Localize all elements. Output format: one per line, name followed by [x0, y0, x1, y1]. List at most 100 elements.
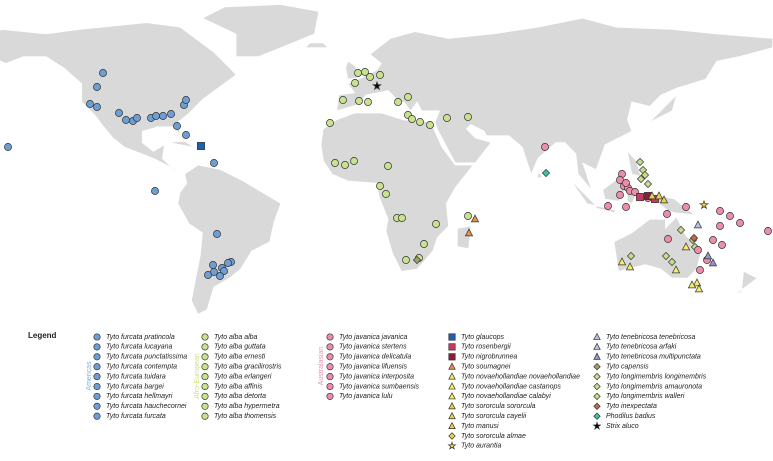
marker-circle — [115, 109, 123, 117]
marker-circle — [159, 112, 167, 120]
marker-circle — [664, 235, 672, 243]
marker-diamond — [689, 233, 699, 243]
marker-diamond — [593, 372, 601, 381]
legend-entry: Tyto furcata bargei — [106, 383, 164, 390]
marker-triangle — [625, 262, 635, 271]
marker-circle — [216, 272, 224, 280]
marker-circle — [182, 96, 190, 104]
marker-circle — [122, 116, 130, 124]
legend-entry: Tyto glaucops — [461, 334, 505, 341]
legend-entry: Tyto furcata furcata — [106, 413, 166, 420]
marker-circle — [93, 103, 101, 111]
legend-entry: Tyto javanica stertens — [339, 344, 407, 351]
marker-diamond — [541, 168, 551, 178]
marker-diamond — [593, 392, 601, 401]
marker-triangle — [708, 258, 718, 267]
legend-entry: Tyto alba affinis — [214, 383, 263, 390]
marker-circle — [326, 353, 334, 361]
marker-circle — [694, 246, 702, 254]
marker-diamond — [676, 225, 686, 235]
legend-entry: Tyto furcata contempta — [106, 364, 177, 371]
marker-circle — [355, 97, 363, 105]
marker-circle — [716, 207, 724, 215]
legend-entry: Tyto novaehollandiae castanops — [461, 383, 561, 390]
marker-diamond — [643, 179, 653, 189]
legend-entry: Tyto sororcula cayelii — [461, 413, 527, 420]
marker-circle — [93, 412, 101, 420]
legend-entry: Tyto rosenbergii — [461, 344, 511, 351]
marker-star — [592, 421, 602, 431]
marker-diamond — [412, 255, 422, 265]
legend-entry: Tyto furcata punctatissima — [106, 354, 187, 361]
marker-circle — [201, 363, 209, 371]
marker-triangle — [448, 402, 456, 410]
marker-square — [636, 193, 644, 201]
legend-entry: Tyto javanica javanica — [339, 334, 407, 341]
marker-triangle — [448, 411, 456, 420]
legend-entry: Tyto furcata tuidara — [106, 373, 166, 380]
landmass — [732, 270, 758, 297]
marker-triangle — [654, 191, 664, 200]
marker-circle — [404, 93, 412, 101]
marker-circle — [213, 230, 221, 238]
marker-circle — [376, 71, 384, 79]
marker-circle — [209, 261, 217, 269]
landmass — [336, 17, 773, 191]
marker-circle — [464, 113, 472, 121]
marker-circle — [86, 100, 94, 108]
marker-circle — [201, 333, 209, 341]
marker-circle — [326, 392, 334, 400]
marker-circle — [696, 266, 704, 274]
legend-entry: Strix aluco — [606, 423, 639, 430]
marker-diamond — [593, 402, 601, 410]
legend-entry: Tyto alba erlangeri — [214, 373, 272, 380]
marker-diamond — [661, 251, 671, 261]
legend-entry: Tyto tenebricosa multipunctata — [606, 354, 701, 361]
marker-diamond — [635, 157, 645, 167]
marker-circle — [726, 212, 734, 220]
marker-circle — [622, 203, 630, 211]
marker-triangle — [464, 228, 474, 237]
marker-diamond — [667, 257, 677, 267]
group-label: Afro-European — [194, 353, 201, 399]
marker-circle — [331, 159, 339, 167]
landmass — [571, 180, 598, 207]
marker-circle — [201, 343, 209, 351]
legend-entry: Tyto manusi — [461, 423, 499, 430]
legend-title: Legend — [28, 331, 57, 340]
legend-entry: Tyto nigrobrunnea — [461, 354, 517, 361]
marker-triangle — [448, 372, 456, 380]
legend-entry: Phodilus badius — [606, 413, 656, 420]
legend-entry: Tyto javanica interposita — [339, 373, 414, 380]
marker-diamond — [593, 363, 601, 371]
group-label: Australasian — [318, 347, 325, 386]
legend-entry: Tyto alba hypermetra — [214, 403, 280, 410]
marker-circle — [93, 343, 101, 351]
marker-circle — [93, 353, 101, 361]
marker-circle — [709, 236, 717, 244]
legend-entry: Tyto longimembris longimembris — [606, 373, 707, 380]
marker-triangle — [693, 220, 703, 229]
legend-entry: Tyto novaehollandiae calabyi — [461, 393, 551, 400]
marker-circle — [339, 96, 347, 104]
marker-triangle — [593, 332, 601, 340]
marker-circle — [394, 98, 402, 106]
legend-entry: Tyto javanica lulu — [339, 393, 393, 400]
legend-entry: Tyto alba gracilirostris — [214, 364, 282, 371]
legend-entry: Tyto furcata lucayana — [106, 344, 173, 351]
marker-circle — [99, 69, 107, 77]
marker-circle — [151, 187, 159, 195]
legend-entry: Tyto inexpectata — [606, 403, 657, 410]
legend-entry: Tyto longimembris amauronota — [606, 383, 702, 390]
marker-circle — [93, 333, 101, 341]
marker-triangle — [703, 251, 713, 260]
landmass — [168, 140, 194, 148]
marker-star — [699, 199, 709, 210]
marker-circle — [361, 68, 369, 76]
marker-circle — [364, 98, 372, 106]
marker-triangle — [681, 242, 691, 251]
landmass — [201, 4, 320, 57]
marker-circle — [93, 382, 101, 391]
legend-entry: Tyto capensis — [606, 364, 649, 371]
marker-circle — [432, 220, 440, 228]
